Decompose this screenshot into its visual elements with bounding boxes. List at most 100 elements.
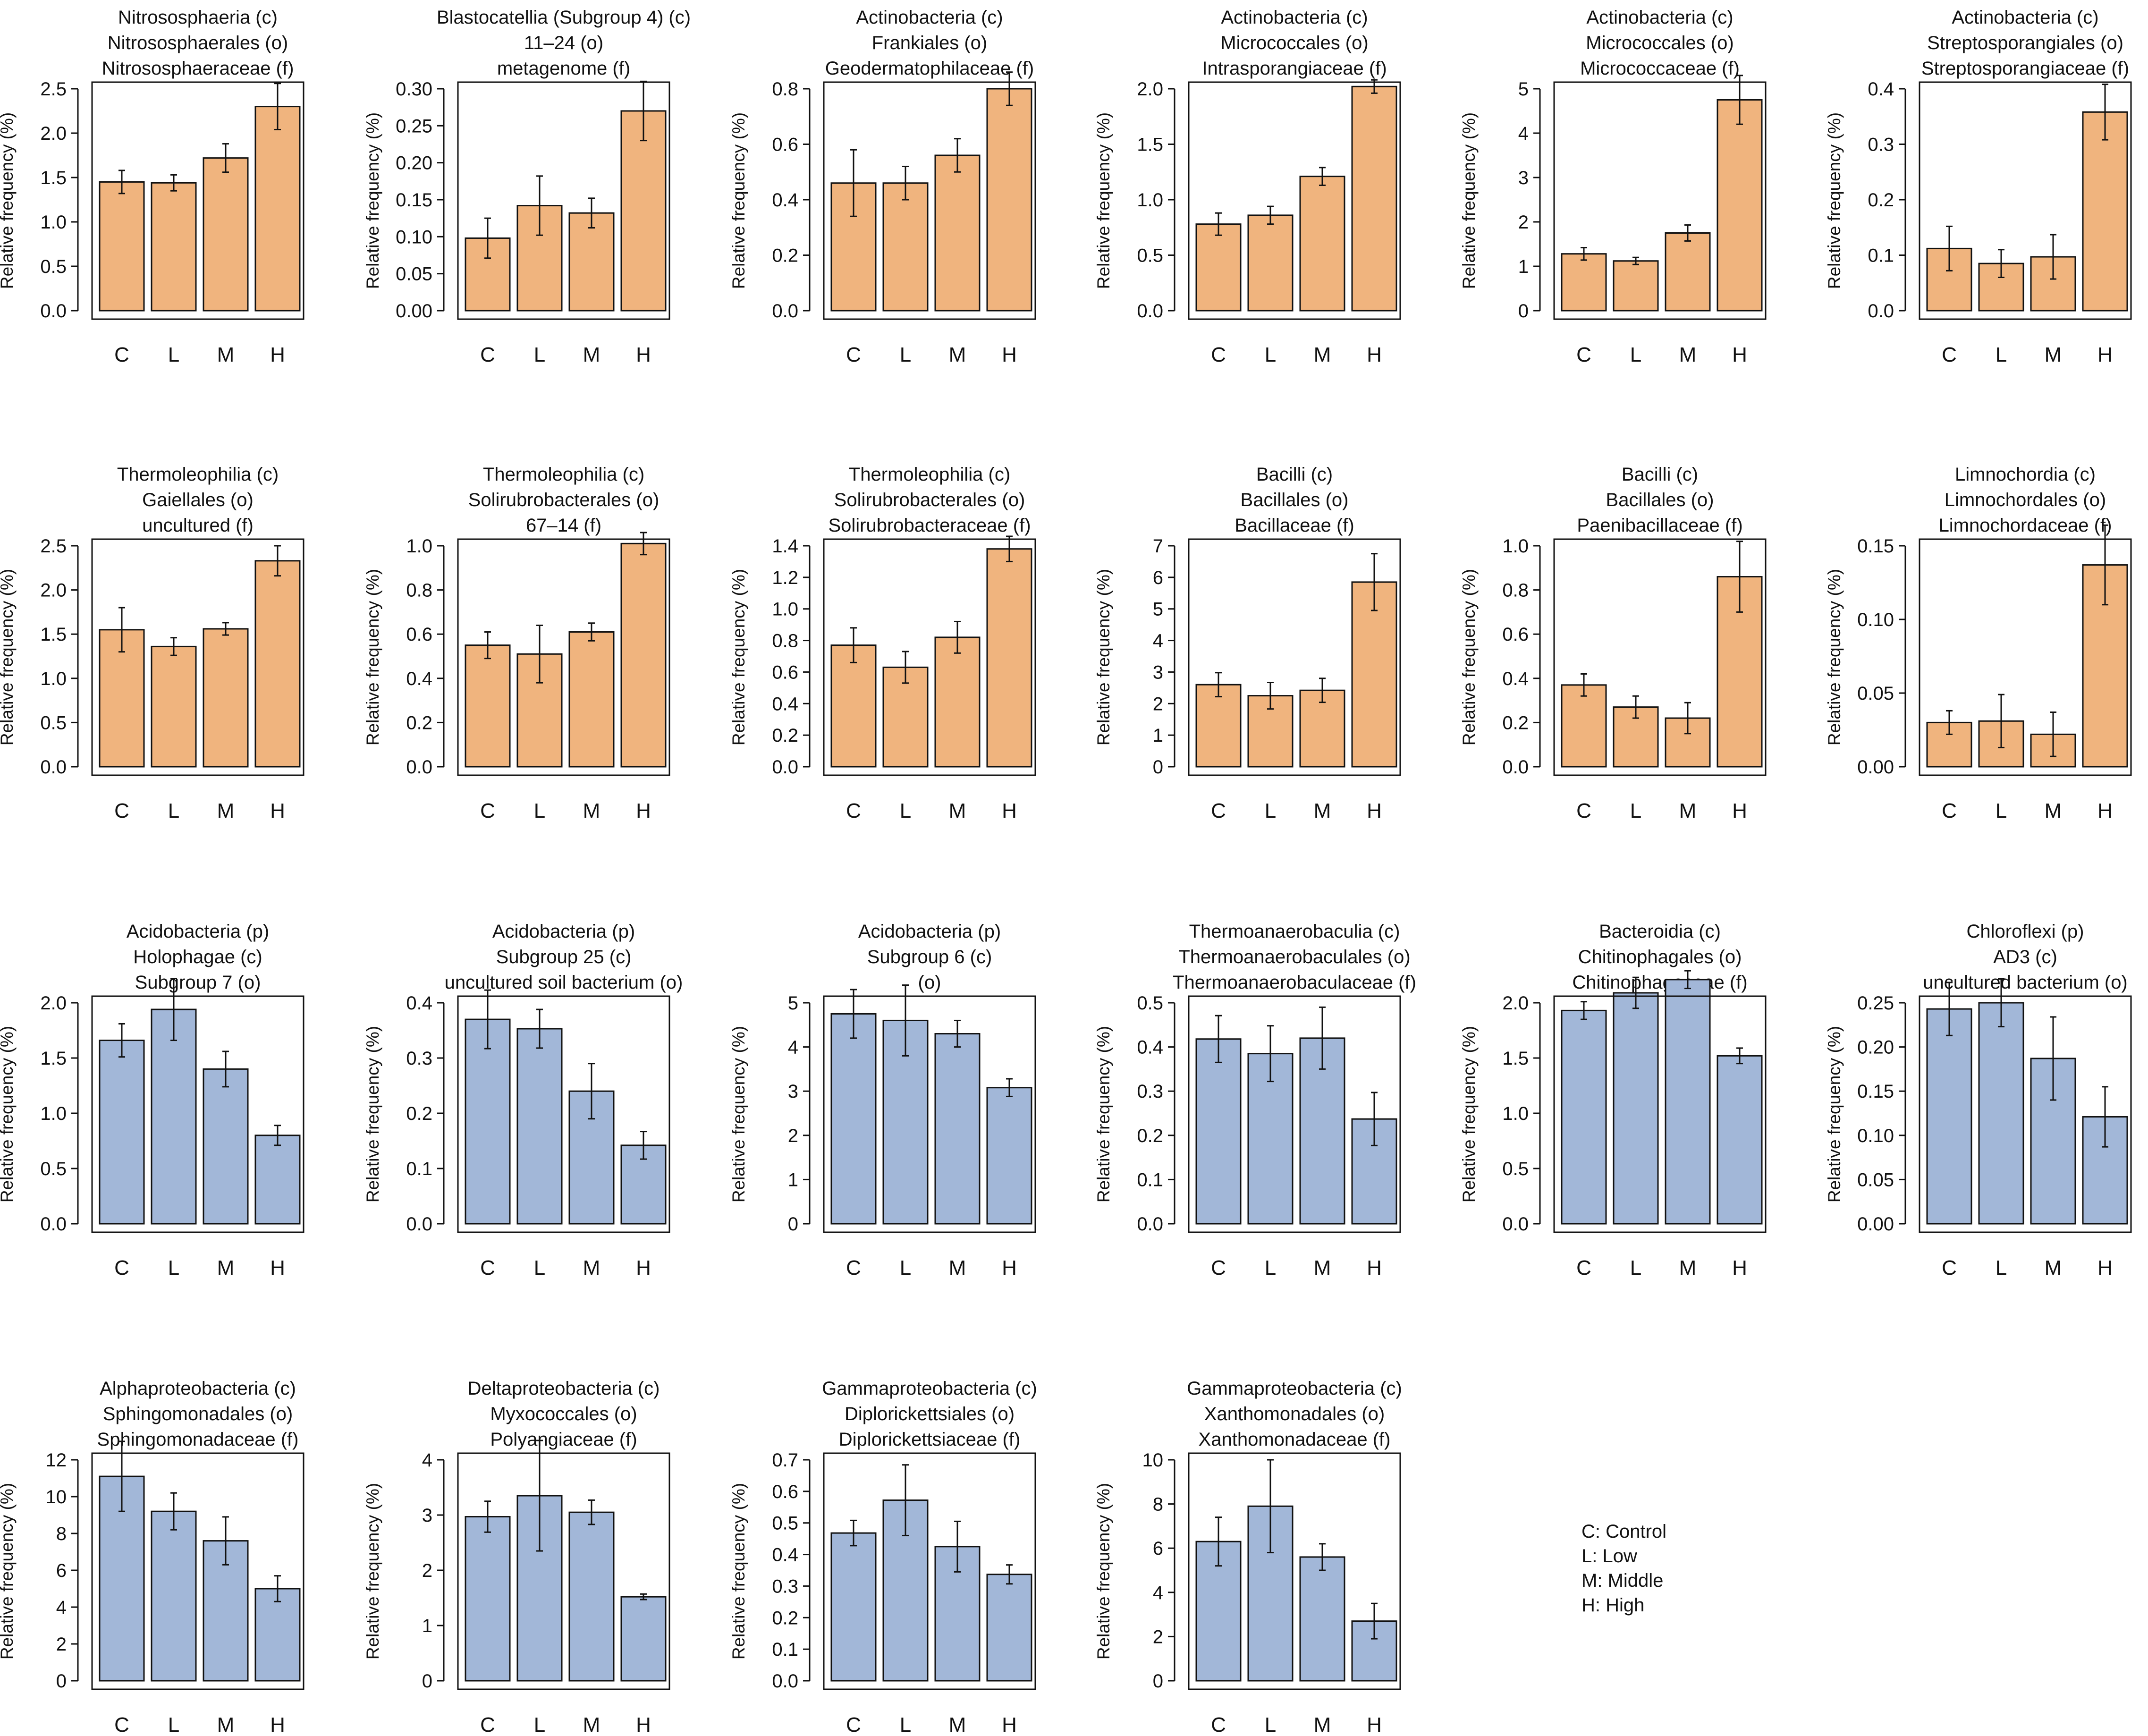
y-tick-label: 0.8 (772, 631, 798, 652)
chart-title-line: Limnochordales (o) (1945, 490, 2106, 510)
x-tick-label: C (114, 799, 129, 822)
chart-title-line: Solirubrobacteraceae (f) (828, 515, 1031, 536)
bar-H (620, 110, 667, 312)
chart-title-line: Thermoanaerobaculales (o) (1178, 947, 1410, 967)
chart-panel-8: Thermoleophilia (c) Solirubrobacterales (… (363, 464, 670, 822)
x-tick-label: L (1630, 799, 1641, 822)
x-tick-label: M (217, 799, 235, 822)
y-tick-label: 0.3 (1137, 1081, 1163, 1102)
y-tick-label: 2.5 (40, 536, 67, 557)
chart-title-line: Nitrososphaerales (o) (108, 33, 288, 53)
legend: C: Control L: Low M: Middle H: High (1581, 1519, 1666, 1617)
legend-item-low: L: Low (1581, 1546, 1637, 1567)
bar-C (465, 644, 511, 768)
chart-title-line: AD3 (c) (1993, 947, 2057, 967)
x-tick-label: H (1732, 343, 1747, 366)
x-tick-label: C (1576, 1256, 1591, 1279)
chart-panel-9: Thermoleophilia (c) Solirubrobacterales (… (729, 464, 1036, 822)
x-tick-label: M (1679, 799, 1697, 822)
x-tick-label: L (168, 1713, 179, 1736)
y-axis-label: Relative frequency (%) (1094, 569, 1113, 745)
x-tick-label: C (480, 799, 495, 822)
plot-frame (1188, 81, 1401, 320)
y-tick-label: 0.15 (396, 190, 432, 211)
bar-L (151, 182, 197, 312)
y-axis-label: Relative frequency (%) (1459, 569, 1479, 745)
plot-frame (91, 538, 304, 776)
legend-item-control: C: Control (1581, 1521, 1667, 1542)
y-axis-label: Relative frequency (%) (1825, 569, 1844, 745)
y-tick-label: 5 (788, 993, 798, 1014)
x-tick-label: M (217, 1256, 235, 1279)
x-tick-label: H (270, 1713, 285, 1736)
chart-title-line: Acidobacteria (p) (127, 921, 269, 942)
chart-panel-21: Gammaproteobacteria (c) Diplorickettsiale… (729, 1378, 1037, 1736)
x-tick-label: M (583, 1256, 600, 1279)
y-tick-label: 10 (46, 1487, 67, 1507)
y-tick-label: 0.5 (40, 256, 67, 277)
chart-panel-11: Bacilli (c) Bacillales (o) Paenibacillacea… (1459, 464, 1767, 822)
chart-title-line: Bacillales (o) (1241, 490, 1349, 510)
x-tick-label: M (2045, 799, 2062, 822)
y-tick-label: 6 (1153, 567, 1163, 588)
chart-title-line: Gammaproteobacteria (c) (1187, 1378, 1402, 1399)
y-tick-label: 0.2 (406, 1103, 432, 1124)
y-tick-label: 0.6 (1502, 624, 1529, 645)
chart-title-line: Thermoanaerobaculia (c) (1189, 921, 1400, 942)
bar-L (1978, 1002, 2024, 1225)
y-tick-label: 2.5 (40, 79, 67, 100)
x-tick-label: C (1211, 343, 1226, 366)
plot-frame (1919, 538, 2132, 776)
x-tick-label: M (583, 1713, 600, 1736)
y-tick-label: 0.20 (396, 153, 432, 174)
y-axis-label: Relative frequency (%) (729, 1026, 748, 1202)
chart-title-line: Acidobacteria (p) (492, 921, 635, 942)
x-tick-label: L (534, 343, 545, 366)
chart-title-line: uncultured soil bacterium (o) (445, 972, 683, 993)
bar-H (986, 548, 1032, 768)
y-tick-label: 4 (422, 1450, 432, 1471)
y-tick-label: 0.0 (406, 757, 432, 778)
y-axis-label: Relative frequency (%) (1825, 1026, 1844, 1202)
y-tick-label: 0.1 (772, 1639, 798, 1660)
x-tick-label: C (480, 1713, 495, 1736)
bar-C (1561, 684, 1607, 768)
y-tick-label: 4 (1518, 123, 1529, 144)
chart-title-line: Subgroup 7 (o) (135, 972, 261, 993)
x-tick-label: M (217, 343, 235, 366)
x-tick-label: C (846, 343, 861, 366)
chart-title-line: Actinobacteria (c) (1586, 7, 1733, 28)
y-tick-label: 0.6 (772, 662, 798, 683)
chart-title-line: Xanthomonadaceae (f) (1199, 1429, 1391, 1450)
chart-title-line: Actinobacteria (c) (1952, 7, 2098, 28)
chart-title-line: metagenome (f) (497, 58, 630, 79)
y-tick-label: 0.15 (1857, 1081, 1894, 1102)
chart-title-line: Acidobacteria (p) (858, 921, 1001, 942)
bar-M (203, 1068, 249, 1225)
x-tick-label: M (583, 343, 600, 366)
plot-frame (457, 538, 670, 776)
plot-frame (823, 995, 1036, 1233)
chart-title-line: Micrococcales (o) (1220, 33, 1368, 53)
x-tick-label: C (114, 1713, 129, 1736)
x-tick-label: M (1314, 799, 1331, 822)
chart-title-line: Limnochordaceae (f) (1939, 515, 2112, 536)
plot-frame (823, 81, 1036, 320)
x-tick-label: L (1265, 1713, 1276, 1736)
bar-M (1299, 689, 1345, 768)
chart-title-line: 11–24 (o) (524, 33, 603, 53)
y-tick-label: 3 (422, 1505, 432, 1526)
bar-M (1299, 176, 1345, 312)
bar-H (254, 106, 301, 312)
y-tick-label: 1.5 (40, 624, 67, 645)
plot-frame (823, 538, 1036, 776)
x-tick-label: H (636, 799, 651, 822)
x-tick-label: H (270, 343, 285, 366)
y-tick-label: 0.7 (772, 1450, 798, 1471)
x-tick-label: L (1265, 1256, 1276, 1279)
y-tick-label: 0.0 (40, 301, 67, 322)
x-tick-label: H (1732, 1256, 1747, 1279)
y-axis-label: Relative frequency (%) (729, 112, 748, 289)
bar-L (1613, 992, 1659, 1225)
x-tick-label: H (636, 1256, 651, 1279)
